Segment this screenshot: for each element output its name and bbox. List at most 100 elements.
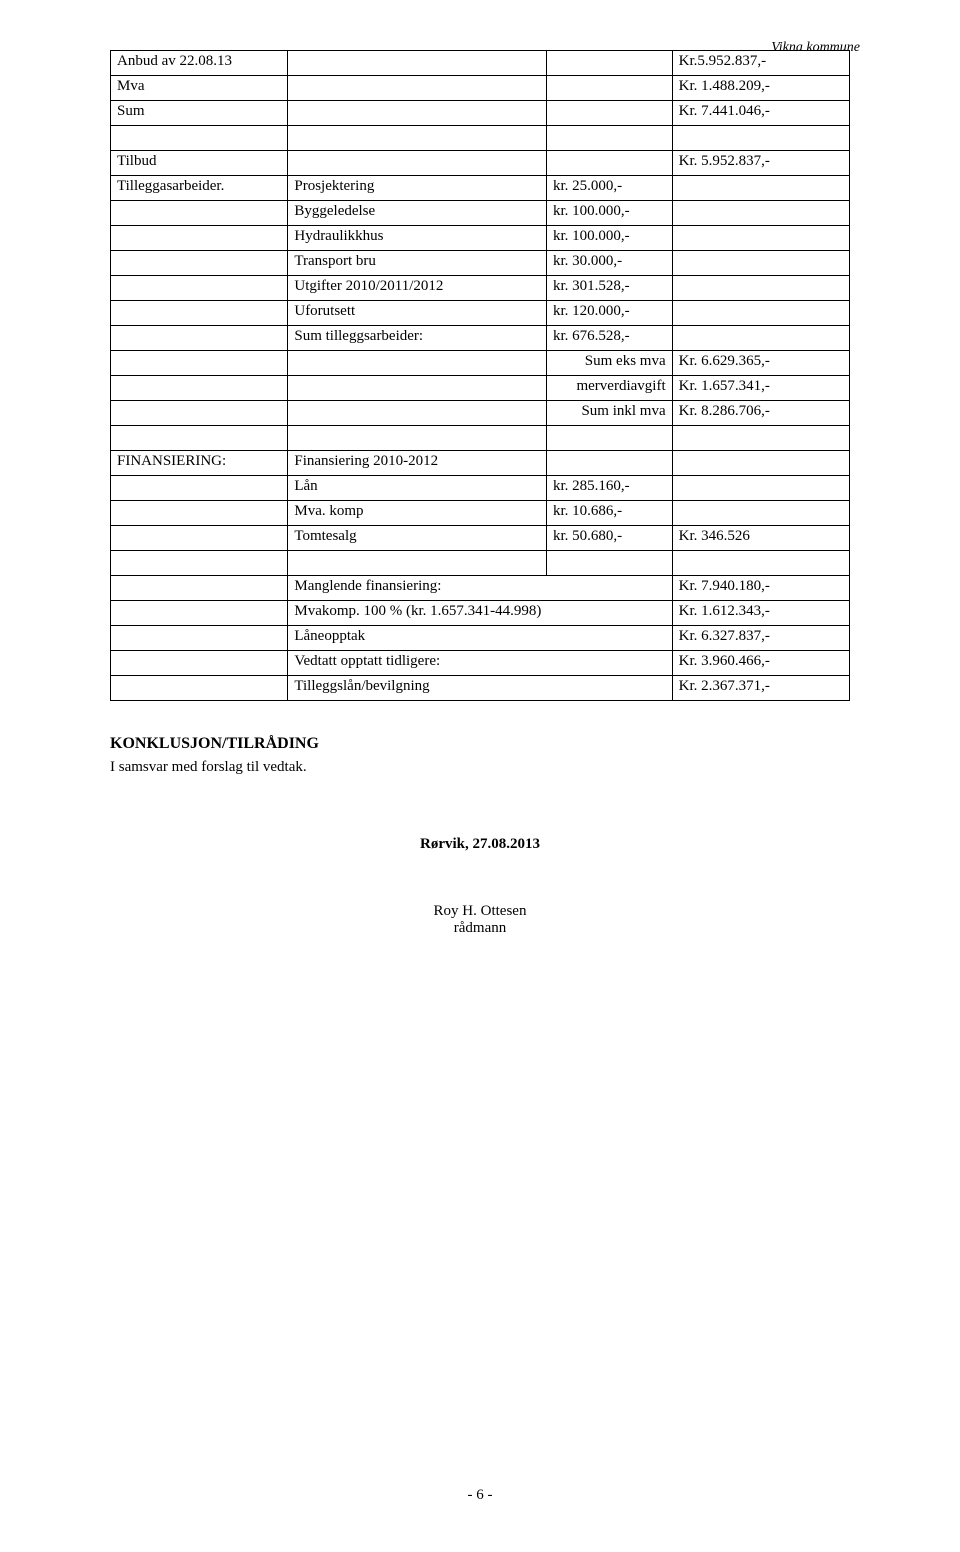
table-row: Tomtesalgkr. 50.680,-Kr. 346.526 xyxy=(111,526,850,551)
cell-a xyxy=(111,201,288,226)
cell-d: Kr. 1.612.343,- xyxy=(672,601,849,626)
cell-a xyxy=(111,676,288,701)
table-row: Tilleggslån/bevilgningKr. 2.367.371,- xyxy=(111,676,850,701)
table-row: Lånkr. 285.160,- xyxy=(111,476,850,501)
table-row: Transport brukr. 30.000,- xyxy=(111,251,850,276)
cell-d xyxy=(672,201,849,226)
cell-b xyxy=(288,51,547,76)
conclusion-heading: KONKLUSJON/TILRÅDING xyxy=(110,735,850,753)
table-row: Sum eks mvaKr. 6.629.365,- xyxy=(111,351,850,376)
table-row xyxy=(111,551,850,576)
cell-b: Prosjektering xyxy=(288,176,547,201)
cell-d: Kr. 1.657.341,- xyxy=(672,376,849,401)
cell-b xyxy=(288,401,547,426)
cell-d xyxy=(672,551,849,576)
cell-c xyxy=(547,51,673,76)
table-row: Byggeledelsekr. 100.000,- xyxy=(111,201,850,226)
table-row: Mvakomp. 100 % (kr. 1.657.341-44.998)Kr.… xyxy=(111,601,850,626)
cell-c: kr. 285.160,- xyxy=(547,476,673,501)
cell-b: Lån xyxy=(288,476,547,501)
cell-a xyxy=(111,626,288,651)
cell-d xyxy=(672,451,849,476)
cell-a: Tilbud xyxy=(111,151,288,176)
cell-d: Kr. 6.327.837,- xyxy=(672,626,849,651)
cell-a: Mva xyxy=(111,76,288,101)
cell-a xyxy=(111,126,288,151)
table-row: Manglende finansiering:Kr. 7.940.180,- xyxy=(111,576,850,601)
table-row xyxy=(111,426,850,451)
cell-c: kr. 100.000,- xyxy=(547,201,673,226)
table-row: Vedtatt opptatt tidligere:Kr. 3.960.466,… xyxy=(111,651,850,676)
cell-b xyxy=(288,351,547,376)
table-row: Sum inkl mvaKr. 8.286.706,- xyxy=(111,401,850,426)
cell-b: Tomtesalg xyxy=(288,526,547,551)
cell-c xyxy=(547,426,673,451)
cell-b xyxy=(288,551,547,576)
cell-d: Kr. 8.286.706,- xyxy=(672,401,849,426)
cell-d: Kr. 3.960.466,- xyxy=(672,651,849,676)
cell-a xyxy=(111,476,288,501)
cell-b xyxy=(288,126,547,151)
cell-a xyxy=(111,651,288,676)
cell-d xyxy=(672,176,849,201)
cell-c xyxy=(547,101,673,126)
budget-table: Anbud av 22.08.13Kr.5.952.837,-Mva Kr. 1.… xyxy=(110,50,850,701)
cell-d: Kr. 1.488.209,- xyxy=(672,76,849,101)
cell-c xyxy=(547,551,673,576)
cell-c xyxy=(547,126,673,151)
cell-c xyxy=(547,451,673,476)
cell-d: Kr. 7.441.046,- xyxy=(672,101,849,126)
cell-d: Kr. 5.952.837,- xyxy=(672,151,849,176)
cell-a: Sum xyxy=(111,101,288,126)
page-container: Vikna kommune Anbud av 22.08.13Kr.5.952.… xyxy=(0,0,960,1552)
date-line: Rørvik, 27.08.2013 xyxy=(110,836,850,853)
table-row xyxy=(111,126,850,151)
cell-d xyxy=(672,301,849,326)
cell-b: Sum tilleggsarbeider: xyxy=(288,326,547,351)
cell-c: kr. 50.680,- xyxy=(547,526,673,551)
cell-d xyxy=(672,251,849,276)
cell-c: Sum inkl mva xyxy=(547,401,673,426)
cell-c xyxy=(547,76,673,101)
table-row: Mva Kr. 1.488.209,- xyxy=(111,76,850,101)
cell-bc: Låneopptak xyxy=(288,626,672,651)
cell-b: Byggeledelse xyxy=(288,201,547,226)
cell-d: Kr. 2.367.371,- xyxy=(672,676,849,701)
cell-a xyxy=(111,276,288,301)
cell-b: Finansiering 2010-2012 xyxy=(288,451,547,476)
cell-d xyxy=(672,226,849,251)
cell-c: kr. 100.000,- xyxy=(547,226,673,251)
cell-d xyxy=(672,426,849,451)
cell-bc: Tilleggslån/bevilgning xyxy=(288,676,672,701)
cell-b xyxy=(288,76,547,101)
cell-c: kr. 120.000,- xyxy=(547,301,673,326)
cell-b xyxy=(288,101,547,126)
cell-a xyxy=(111,301,288,326)
table-row: Tilleggasarbeider.Prosjekteringkr. 25.00… xyxy=(111,176,850,201)
cell-a: Tilleggasarbeider. xyxy=(111,176,288,201)
page-number: - 6 - xyxy=(0,1487,960,1504)
cell-b: Mva. komp xyxy=(288,501,547,526)
cell-b xyxy=(288,376,547,401)
cell-d xyxy=(672,126,849,151)
cell-c: kr. 30.000,- xyxy=(547,251,673,276)
cell-bc: Manglende finansiering: xyxy=(288,576,672,601)
cell-d: Kr. 6.629.365,- xyxy=(672,351,849,376)
cell-a: Anbud av 22.08.13 xyxy=(111,51,288,76)
cell-b xyxy=(288,151,547,176)
table-row: Anbud av 22.08.13Kr.5.952.837,- xyxy=(111,51,850,76)
cell-d xyxy=(672,276,849,301)
cell-c xyxy=(547,151,673,176)
cell-d xyxy=(672,326,849,351)
cell-d xyxy=(672,501,849,526)
cell-a xyxy=(111,576,288,601)
cell-a: FINANSIERING: xyxy=(111,451,288,476)
org-name: Vikna kommune xyxy=(771,40,860,56)
cell-c: Sum eks mva xyxy=(547,351,673,376)
cell-a xyxy=(111,601,288,626)
cell-c: merverdiavgift xyxy=(547,376,673,401)
signature-block: Roy H. Ottesen rådmann xyxy=(110,903,850,937)
cell-d: Kr. 7.940.180,- xyxy=(672,576,849,601)
cell-a xyxy=(111,551,288,576)
table-row: FINANSIERING:Finansiering 2010-2012 xyxy=(111,451,850,476)
